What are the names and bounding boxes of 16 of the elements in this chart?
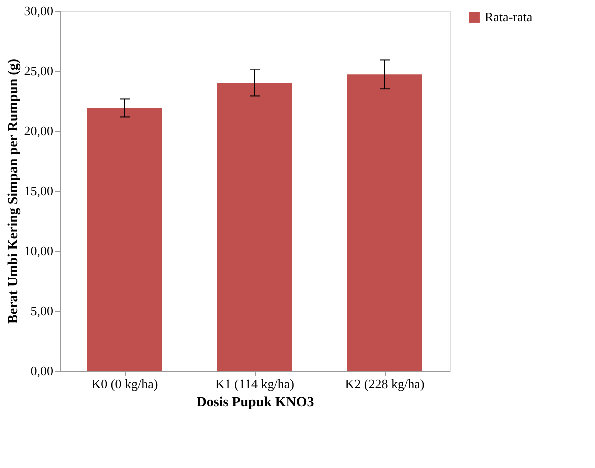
- bar: [88, 108, 162, 371]
- y-tick-label: 25,00: [24, 64, 54, 78]
- bar: [348, 74, 422, 371]
- y-tick-label: 0,00: [30, 364, 54, 378]
- x-tick-label: K2 (228 kg/ha): [345, 376, 425, 392]
- y-tick-label: 30,00: [24, 4, 54, 18]
- y-tick-label: 5,00: [30, 304, 54, 318]
- y-tick-label: 10,00: [24, 244, 54, 258]
- y-axis-title: Berat Umbi Kering Simpan per Rumpun (g): [6, 58, 22, 324]
- x-tick-label: K1 (114 kg/ha): [216, 376, 294, 392]
- x-tick-label: K0 (0 kg/ha): [92, 376, 158, 392]
- x-axis-title: Dosis Pupuk KNO3: [196, 396, 314, 410]
- legend-label: Rata-rata: [485, 10, 533, 24]
- y-tick-label: 15,00: [24, 184, 54, 198]
- bar: [218, 83, 292, 371]
- y-tick-label: 20,00: [24, 124, 54, 138]
